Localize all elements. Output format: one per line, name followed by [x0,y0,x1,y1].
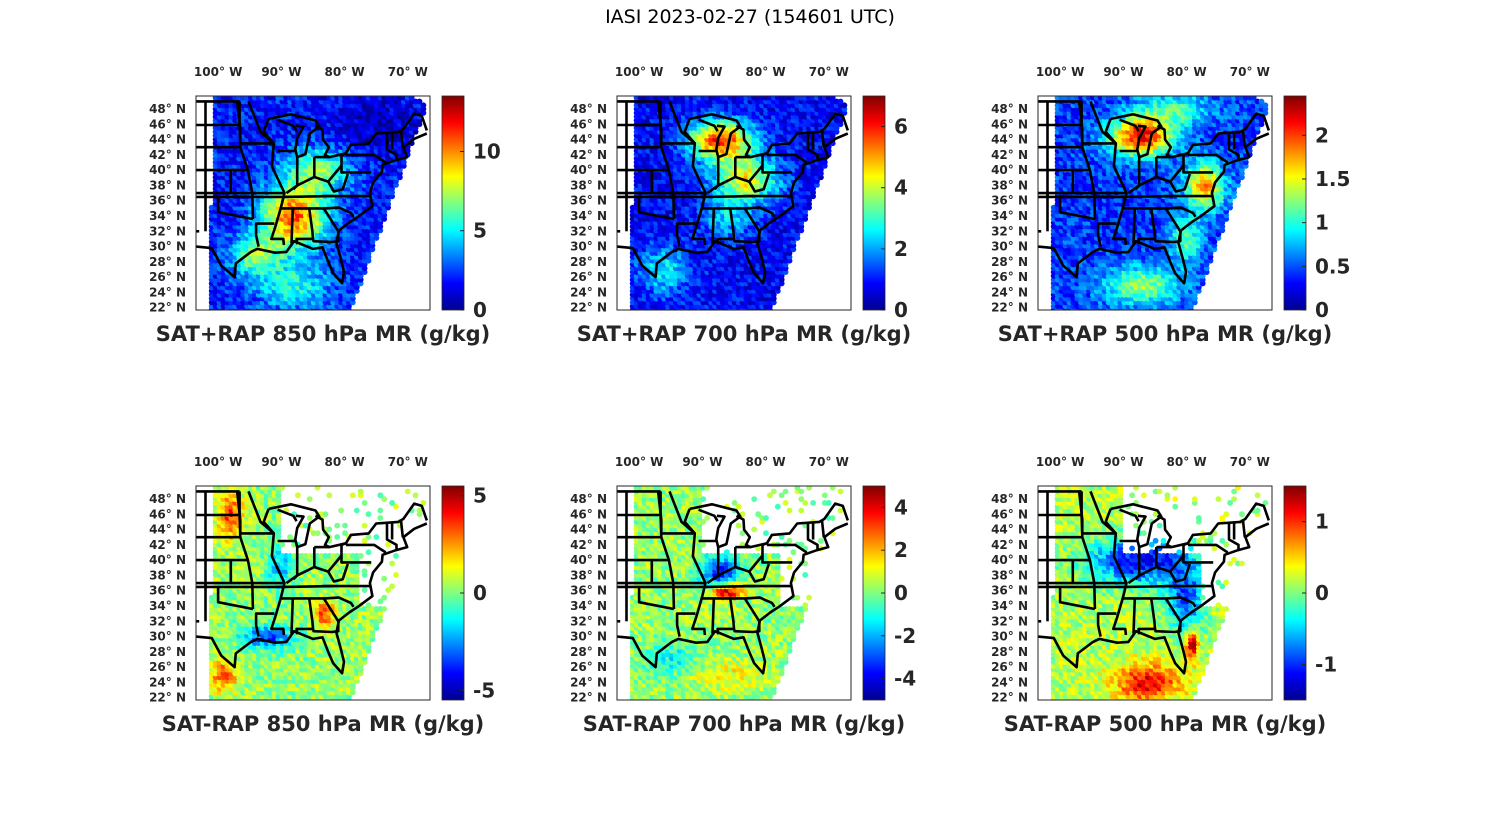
data-point [408,96,415,101]
lon-tick-label: 100° W [194,65,242,79]
map-panel-1: 100° W 90° W 80° W 70° W 48° N 46° N 44° N 42° … [116,56,536,386]
plot-area: 100° W 90° W 80° W 70° W 48° N46° N 44° N42° … [149,65,501,346]
map-panel-2: 100° W 90° W 80° W 70° W 48° N 46° N 44° N 42° … [537,56,957,386]
border-line [341,152,347,157]
lat-tick-label: 34° N [149,209,186,223]
figure-title: IASI 2023-02-27 (154601 UTC) [605,6,895,28]
border-line [277,118,298,132]
border-line [385,131,398,161]
map-svg: 100° W 90° W 80° W 70° W48° N46° N44° N42° … [570,65,911,346]
lat-tick-label: 24° N [149,285,186,299]
border-line [327,173,350,193]
border-line [399,129,405,148]
lat-tick-label: 30° N [149,240,186,254]
border-line [235,101,274,145]
map-svg: 100° W 90° W 80° W 70° W 48° N46° N 44° N42° … [149,65,501,346]
border-line [340,154,372,174]
colorbar [441,95,465,311]
lat-tick-label: 42° N [149,148,186,162]
lat-tick-label: 44° N [149,133,186,147]
colorbar-tick-label: 5 [473,219,487,243]
border-line [314,112,429,159]
border-line [279,206,355,218]
border-line [345,153,387,164]
border-line [290,208,295,244]
border-line [285,164,343,195]
border-line [254,222,275,247]
colorbar-tick-label: 10 [473,139,501,163]
lat-tick-label: 38° N [149,178,186,192]
map-frame [195,95,431,311]
border-line [216,196,254,221]
lat-tick-label: 26° N [149,270,186,284]
border-line [196,132,428,285]
border-line [284,194,334,199]
lat-tick-label: 36° N [149,194,186,208]
lat-tick-label: 22° N [149,301,186,315]
border-line [268,113,321,159]
lon-tick-label: 80° W [325,65,365,79]
lat-tick-label: 40° N [149,163,186,177]
lon-tick-label: 90° W [261,65,301,79]
state-borders [196,100,429,285]
lat-tick-label: 48° N [149,102,186,116]
colorbar-tick-label: 0 [473,298,487,322]
panel-title: SAT+RAP 850 hPa MR (g/kg) [156,322,490,346]
data-point [420,102,427,109]
plot-area: 100° W 90° W 80° W 70° W48° N46° N44° N42° … [570,65,911,346]
lat-tick-label: 28° N [149,255,186,269]
border-line [262,118,275,145]
lat-tick-label: 32° N [149,224,186,238]
data-point [416,98,423,105]
border-line [311,207,340,244]
lat-tick-label: 46° N [149,117,186,131]
lon-tick-label: 70° W [388,65,428,79]
